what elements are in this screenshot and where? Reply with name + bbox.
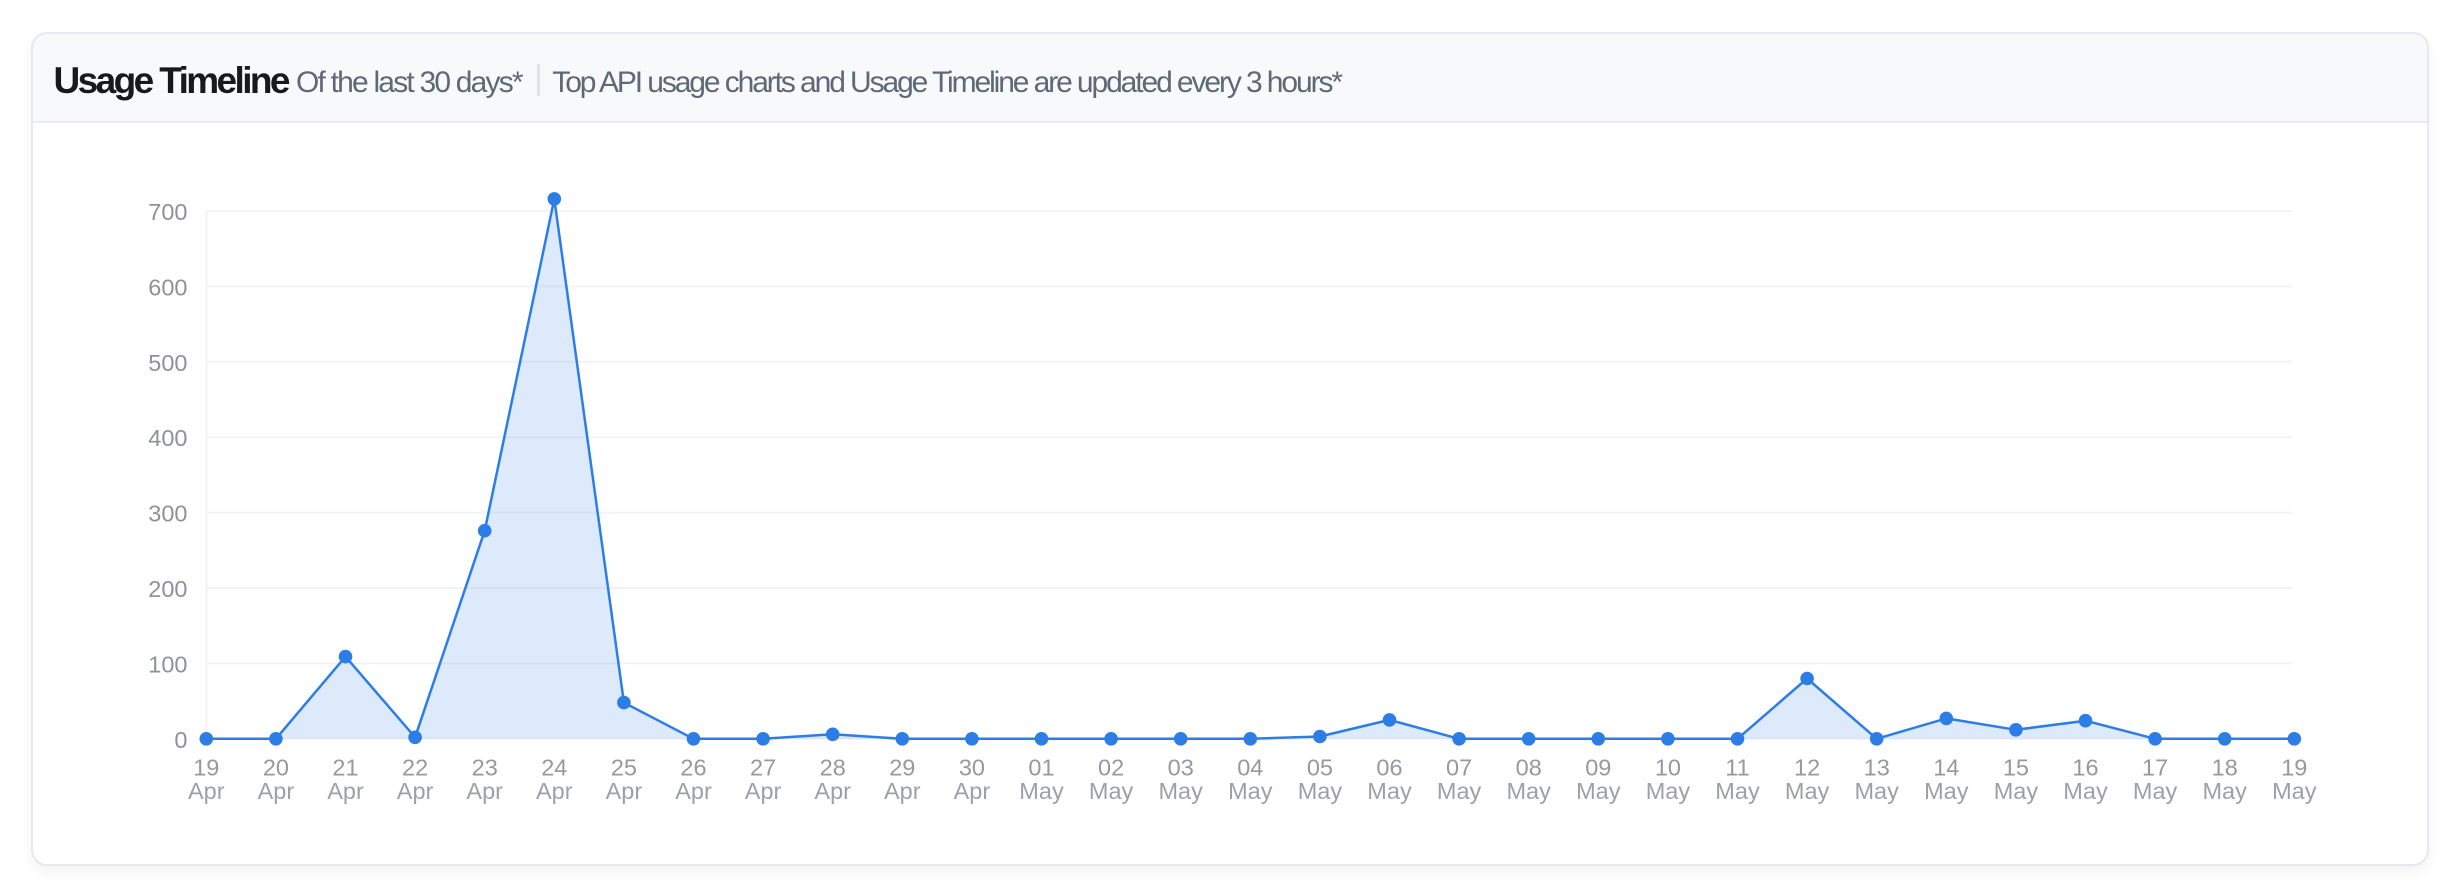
svg-text:06: 06 xyxy=(1376,755,1402,781)
svg-text:Apr: Apr xyxy=(466,778,503,804)
svg-text:Apr: Apr xyxy=(188,778,225,804)
svg-text:10: 10 xyxy=(1655,755,1681,781)
svg-text:Apr: Apr xyxy=(675,778,712,804)
svg-text:Apr: Apr xyxy=(536,778,573,804)
svg-text:May: May xyxy=(2202,778,2247,804)
svg-text:Apr: Apr xyxy=(258,778,295,804)
svg-text:200: 200 xyxy=(148,576,187,602)
svg-text:May: May xyxy=(1298,778,1343,804)
svg-text:0: 0 xyxy=(174,727,187,753)
svg-text:07: 07 xyxy=(1446,755,1472,781)
svg-text:Apr: Apr xyxy=(884,778,921,804)
svg-text:19: 19 xyxy=(2281,755,2307,781)
svg-text:May: May xyxy=(1158,778,1203,804)
svg-text:700: 700 xyxy=(148,199,187,225)
svg-text:12: 12 xyxy=(1794,755,1820,781)
svg-text:May: May xyxy=(1367,778,1412,804)
svg-text:01: 01 xyxy=(1028,755,1054,781)
svg-text:13: 13 xyxy=(1864,755,1890,781)
svg-text:15: 15 xyxy=(2003,755,2029,781)
svg-text:May: May xyxy=(2133,778,2178,804)
svg-text:May: May xyxy=(1019,778,1064,804)
svg-text:08: 08 xyxy=(1516,755,1542,781)
svg-text:May: May xyxy=(1646,778,1691,804)
svg-text:30: 30 xyxy=(959,755,985,781)
svg-text:09: 09 xyxy=(1585,755,1611,781)
svg-text:29: 29 xyxy=(889,755,915,781)
svg-text:11: 11 xyxy=(1725,755,1749,781)
svg-text:28: 28 xyxy=(820,755,846,781)
svg-text:400: 400 xyxy=(148,425,187,451)
svg-text:18: 18 xyxy=(2212,755,2238,781)
svg-text:May: May xyxy=(1576,778,1621,804)
svg-text:04: 04 xyxy=(1237,755,1263,781)
svg-text:100: 100 xyxy=(148,651,187,677)
svg-text:14: 14 xyxy=(1933,755,1959,781)
svg-text:May: May xyxy=(1715,778,1760,804)
svg-text:May: May xyxy=(1854,778,1899,804)
svg-text:Apr: Apr xyxy=(814,778,851,804)
svg-text:May: May xyxy=(1994,778,2039,804)
svg-text:600: 600 xyxy=(148,274,187,300)
svg-text:Apr: Apr xyxy=(745,778,782,804)
svg-text:24: 24 xyxy=(541,755,567,781)
svg-text:300: 300 xyxy=(148,501,187,527)
svg-text:02: 02 xyxy=(1098,755,1124,781)
svg-text:22: 22 xyxy=(402,755,428,781)
svg-text:21: 21 xyxy=(332,755,358,781)
svg-text:May: May xyxy=(1506,778,1551,804)
svg-text:16: 16 xyxy=(2072,755,2098,781)
svg-text:May: May xyxy=(1924,778,1969,804)
svg-text:05: 05 xyxy=(1307,755,1333,781)
svg-text:May: May xyxy=(1228,778,1273,804)
svg-text:17: 17 xyxy=(2142,755,2168,781)
svg-text:27: 27 xyxy=(750,755,776,781)
svg-text:Apr: Apr xyxy=(606,778,643,804)
svg-text:Apr: Apr xyxy=(397,778,434,804)
svg-text:20: 20 xyxy=(263,755,289,781)
svg-text:May: May xyxy=(2063,778,2108,804)
svg-text:19: 19 xyxy=(193,755,219,781)
svg-text:May: May xyxy=(1437,778,1482,804)
svg-text:Apr: Apr xyxy=(327,778,364,804)
svg-text:May: May xyxy=(2272,778,2317,804)
svg-text:23: 23 xyxy=(472,755,498,781)
svg-text:26: 26 xyxy=(680,755,706,781)
svg-text:25: 25 xyxy=(611,755,637,781)
svg-text:03: 03 xyxy=(1168,755,1194,781)
svg-text:May: May xyxy=(1785,778,1830,804)
svg-text:500: 500 xyxy=(148,350,187,376)
svg-text:Apr: Apr xyxy=(954,778,991,804)
svg-text:May: May xyxy=(1089,778,1134,804)
